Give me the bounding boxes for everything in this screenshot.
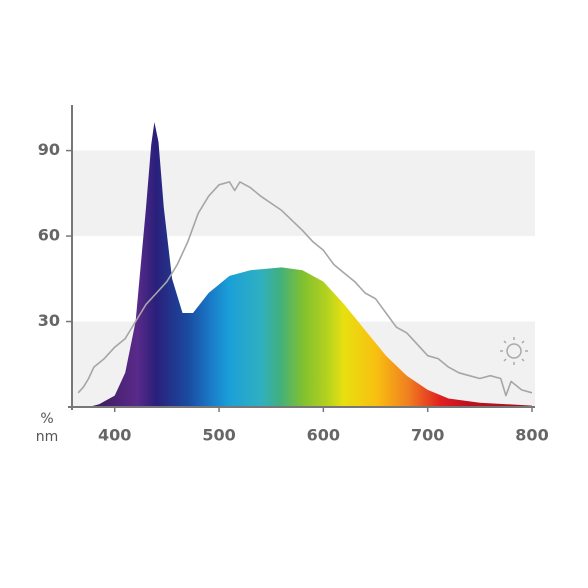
x-tick-label: 500: [202, 426, 235, 445]
y-axis-label: %: [40, 411, 53, 427]
y-tick-label: 90: [38, 140, 60, 159]
spectrum-area: [88, 122, 532, 407]
plot: [77, 122, 533, 407]
x-axis-label: nm: [36, 429, 59, 445]
x-tick-label: 600: [307, 426, 340, 445]
y-tick-label: 30: [38, 311, 60, 330]
reference-line: [77, 181, 533, 397]
band: [73, 150, 535, 237]
x-tick-label: 700: [411, 426, 444, 445]
sun-icon: [500, 337, 528, 365]
x-tick-label: 400: [98, 426, 131, 445]
y-tick-label: 60: [38, 226, 60, 245]
x-tick-label: 800: [515, 426, 548, 445]
